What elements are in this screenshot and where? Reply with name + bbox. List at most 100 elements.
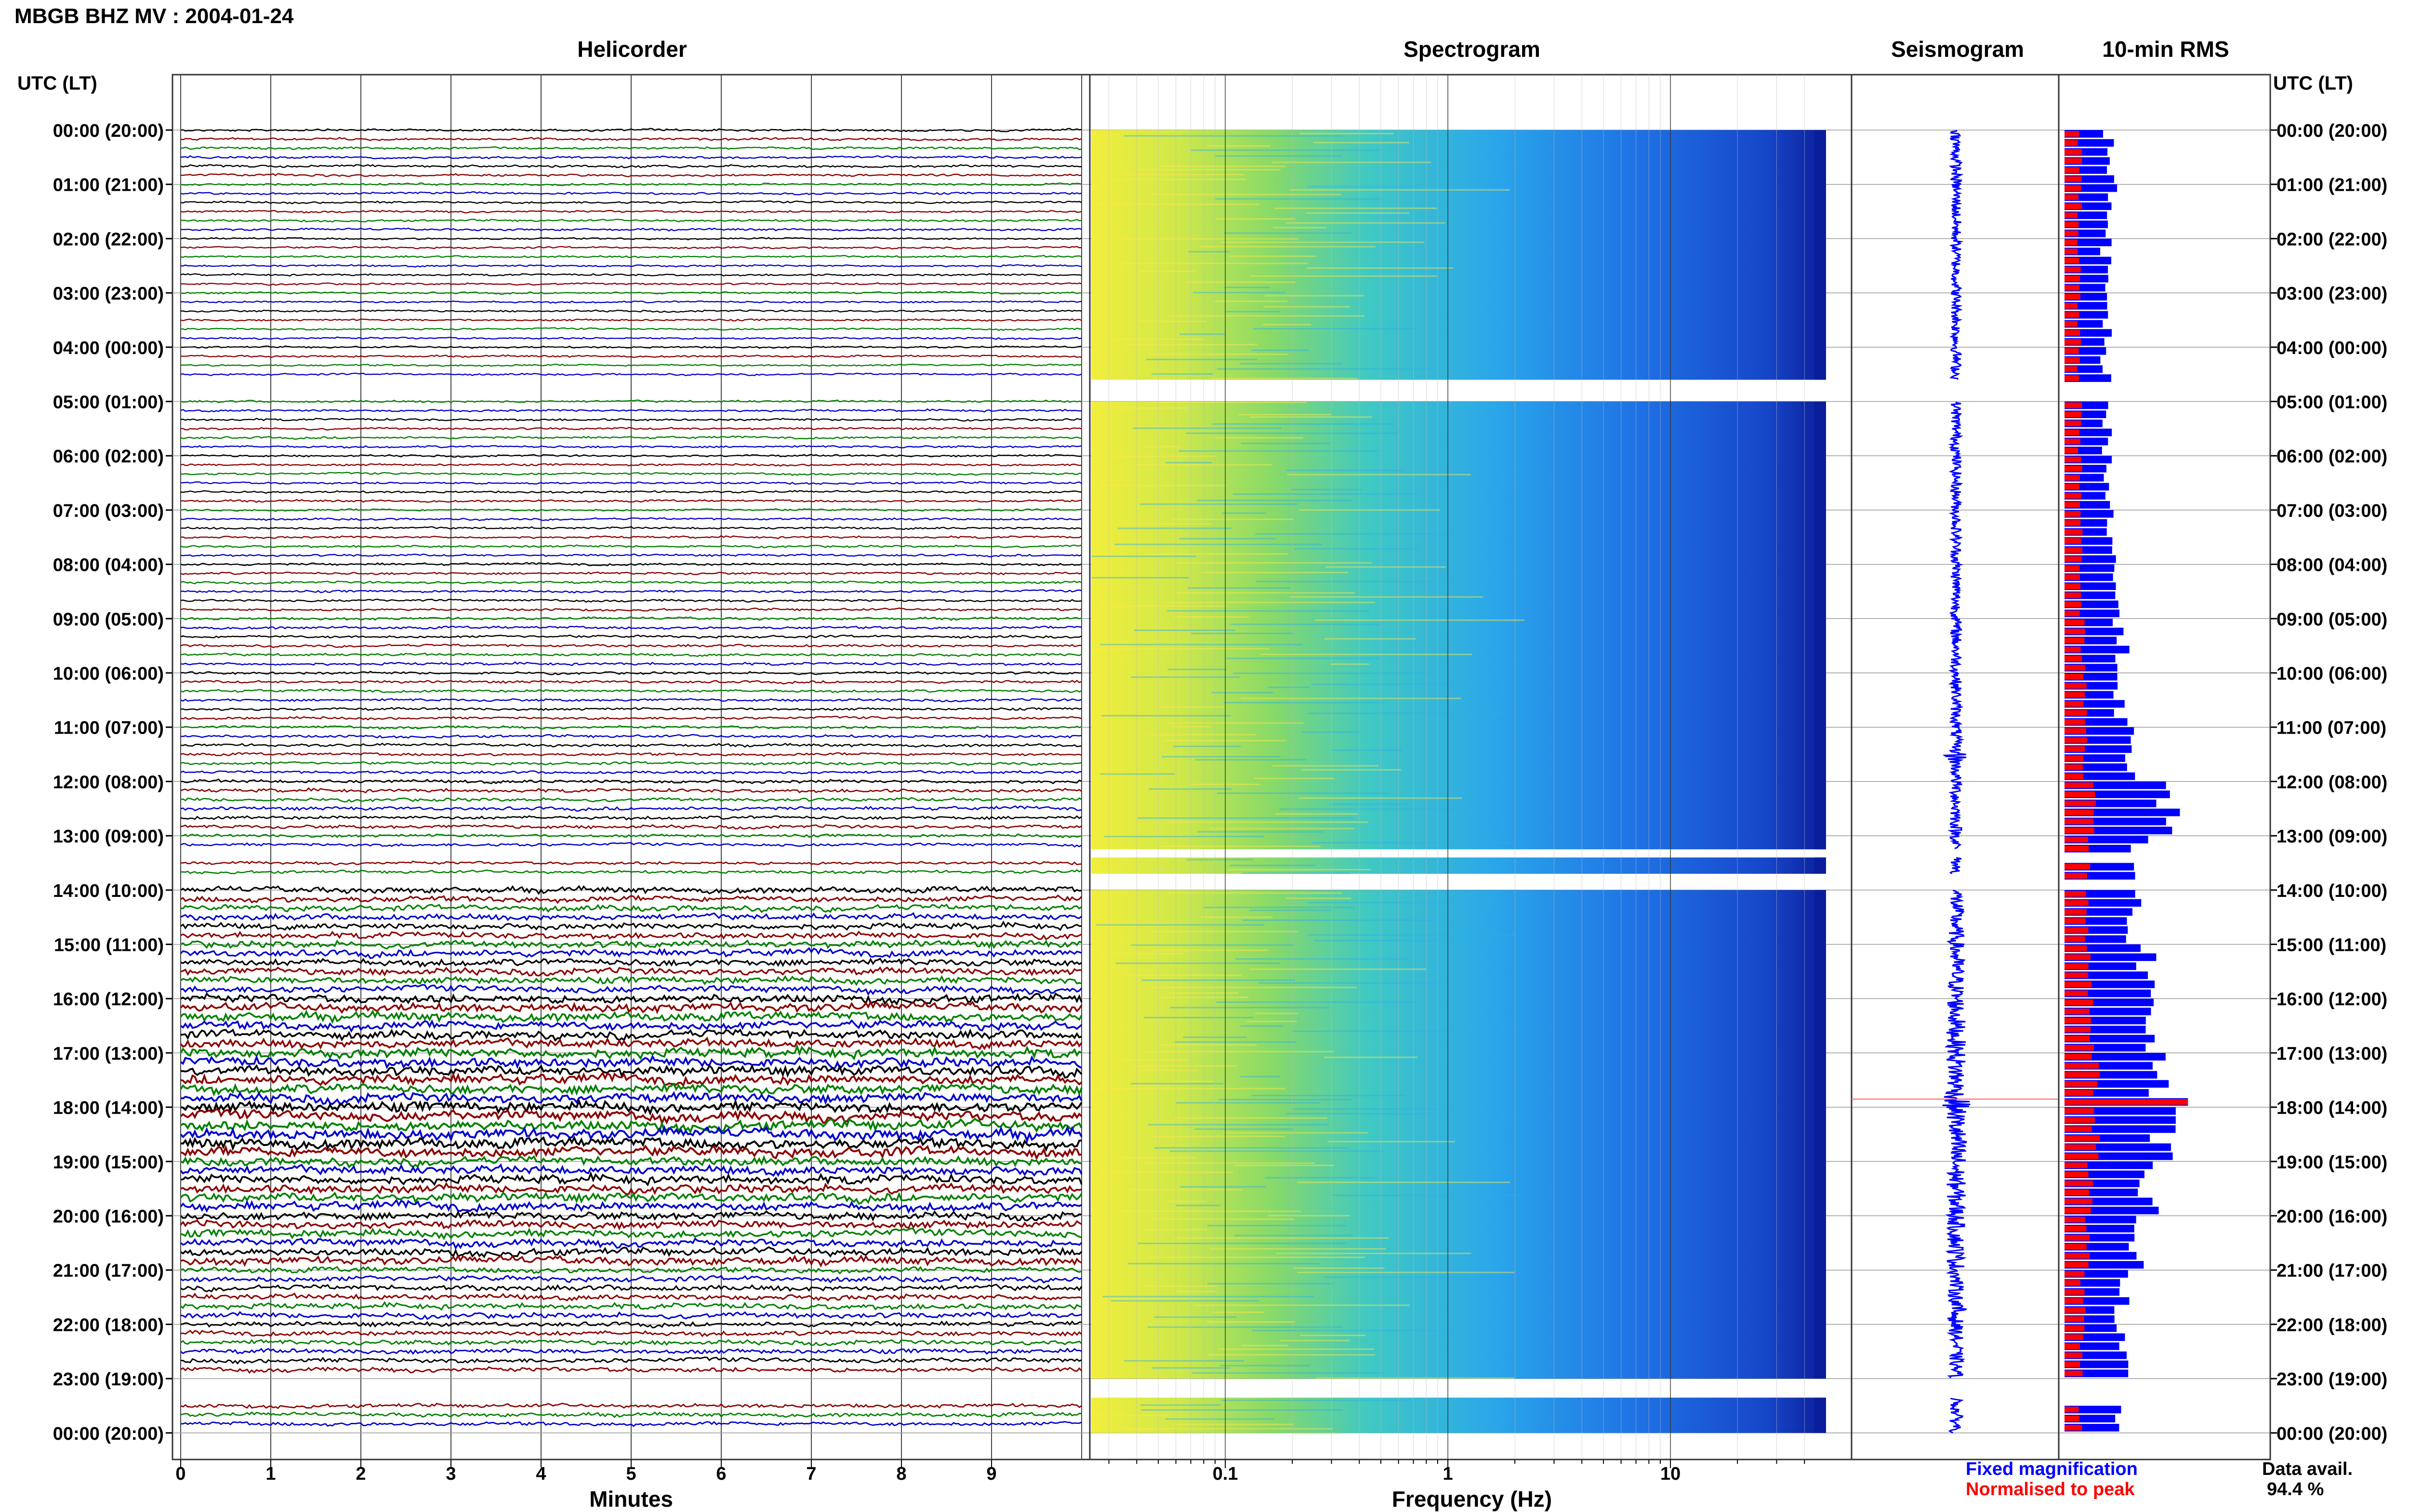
helicorder-trace xyxy=(180,336,1082,340)
helicorder-trace xyxy=(180,535,1082,539)
rms-bar-normalised xyxy=(2065,158,2082,164)
hour-label: 10:00 (06:00) xyxy=(53,664,164,684)
helicorder-trace xyxy=(181,282,1082,286)
spectrogram-texture xyxy=(1300,1334,1366,1336)
rms-bar-normalised xyxy=(2065,737,2087,743)
spectrogram-texture xyxy=(1255,1012,1298,1014)
rms-bar-normalised xyxy=(2065,203,2082,210)
helicorder-trace xyxy=(180,1091,1083,1105)
helicorder-trace xyxy=(180,146,1082,150)
rms-bar-normalised xyxy=(2065,1307,2086,1313)
spectrogram-texture xyxy=(1134,1065,1237,1067)
hour-label: 00:00 (20:00) xyxy=(2277,121,2387,141)
helicorder-trace xyxy=(180,947,1082,960)
spectrogram-texture xyxy=(1323,1056,1418,1058)
helicorder-trace xyxy=(180,1028,1082,1042)
helicorder-trace xyxy=(180,1329,1082,1338)
data-availability-value: 94.4 % xyxy=(2267,1479,2324,1499)
minute-tick-label: 7 xyxy=(806,1464,816,1484)
helicorder-trace xyxy=(181,1356,1082,1365)
rms-bar-normalised xyxy=(2065,1008,2090,1014)
helicorder-trace xyxy=(180,999,1083,1014)
helicorder-trace xyxy=(180,1347,1082,1355)
spectrogram-texture xyxy=(1098,953,1184,955)
right-time-axis-label: UTC (LT) xyxy=(2273,73,2353,94)
spectrogram-texture xyxy=(1204,907,1355,908)
spectrogram-texture xyxy=(1280,808,1478,810)
spectrogram-edge xyxy=(1814,857,1826,874)
hour-label: 19:00 (15:00) xyxy=(53,1152,164,1172)
rms-bar-normalised xyxy=(2065,556,2082,562)
rms-bar-normalised xyxy=(2065,909,2087,915)
helicorder-trace xyxy=(180,958,1082,968)
spectrogram-edge xyxy=(1814,130,1826,380)
hour-label: 22:00 (18:00) xyxy=(53,1315,164,1335)
rms-bar-normalised xyxy=(2065,1244,2087,1250)
helicorder-trace xyxy=(180,894,1083,904)
spectrogram-texture xyxy=(1139,503,1298,505)
rms-bar-normalised xyxy=(2065,511,2081,517)
helicorder-trace xyxy=(180,571,1082,576)
spectrogram-texture xyxy=(1143,1017,1254,1019)
helicorder-trace xyxy=(180,1246,1083,1259)
helicorder-trace xyxy=(180,815,1082,821)
helicorder-trace xyxy=(180,136,1082,142)
helicorder-trace xyxy=(180,191,1082,196)
spectrogram-texture xyxy=(1242,919,1456,921)
spectrogram-texture xyxy=(1147,1326,1343,1328)
helicorder-trace xyxy=(180,1036,1083,1051)
hour-label: 12:00 (08:00) xyxy=(2277,772,2387,792)
rms-bar-normalised xyxy=(2065,140,2078,146)
spectrogram-texture xyxy=(1187,859,1253,861)
spectrogram-texture xyxy=(1294,548,1419,550)
helicorder-trace xyxy=(180,752,1082,757)
spectrogram-texture xyxy=(1210,828,1354,829)
spectrogram-texture xyxy=(1222,1132,1368,1134)
spectrogram-texture xyxy=(1250,275,1437,277)
rms-bar-normalised xyxy=(2065,610,2080,617)
spectrogram-texture xyxy=(1114,1059,1188,1061)
spectrogram-texture xyxy=(1173,1080,1213,1082)
rms-bar-normalised xyxy=(2065,1144,2096,1150)
hour-label: 11:00 (07:00) xyxy=(2277,718,2386,738)
minutes-axis-label: Minutes xyxy=(589,1486,673,1512)
hour-label: 00:00 (20:00) xyxy=(53,1424,164,1444)
helicorder-trace xyxy=(180,354,1082,358)
rms-bar-normalised xyxy=(2065,176,2082,182)
helicorder-trace xyxy=(180,680,1082,684)
hour-label: 05:00 (01:00) xyxy=(53,393,164,413)
spectrogram-texture xyxy=(1179,538,1276,539)
legend-normalised-to-peak: Normalised to peak xyxy=(1966,1479,2135,1499)
spectrogram-texture xyxy=(1207,1354,1376,1356)
spectrogram-texture xyxy=(1165,722,1303,724)
rms-bar-normalised xyxy=(2065,800,2096,806)
hour-label: 07:00 (03:00) xyxy=(2277,501,2387,521)
spectrogram-texture xyxy=(1131,944,1294,946)
spectrogram-texture xyxy=(1241,443,1330,445)
frequency-ticks: 0.1 1 10 xyxy=(1108,1459,1805,1484)
hour-label: 08:00 (04:00) xyxy=(53,555,164,576)
helicorder-trace xyxy=(180,1144,1082,1161)
spectrogram-texture xyxy=(1232,672,1429,674)
helicorder-trace xyxy=(180,912,1082,921)
spectrogram-texture xyxy=(1165,1418,1274,1420)
rms-bar-normalised xyxy=(2065,1099,2188,1105)
spectrogram-texture xyxy=(1221,1399,1411,1401)
helicorder-trace xyxy=(180,1054,1082,1070)
spectrogram-texture xyxy=(1144,1051,1334,1052)
helicorder-trace xyxy=(180,164,1082,169)
hour-label: 18:00 (14:00) xyxy=(53,1098,164,1118)
rms-bar-normalised xyxy=(2065,230,2078,237)
spectrogram-texture xyxy=(1191,149,1382,151)
hour-label: 12:00 (08:00) xyxy=(53,772,164,792)
helicorder-trace xyxy=(180,778,1082,785)
spectrogram-block xyxy=(1091,890,1826,1379)
hour-label: 20:00 (16:00) xyxy=(2277,1207,2387,1227)
spectrogram-texture xyxy=(1192,1372,1384,1374)
spectrogram-texture xyxy=(1149,788,1232,790)
spectrogram-texture xyxy=(1262,324,1311,326)
helicorder-trace xyxy=(180,210,1082,214)
spectrogram-texture xyxy=(1308,902,1498,904)
rms-bar-normalised xyxy=(2065,918,2086,924)
helicorder-trace xyxy=(180,1108,1083,1126)
